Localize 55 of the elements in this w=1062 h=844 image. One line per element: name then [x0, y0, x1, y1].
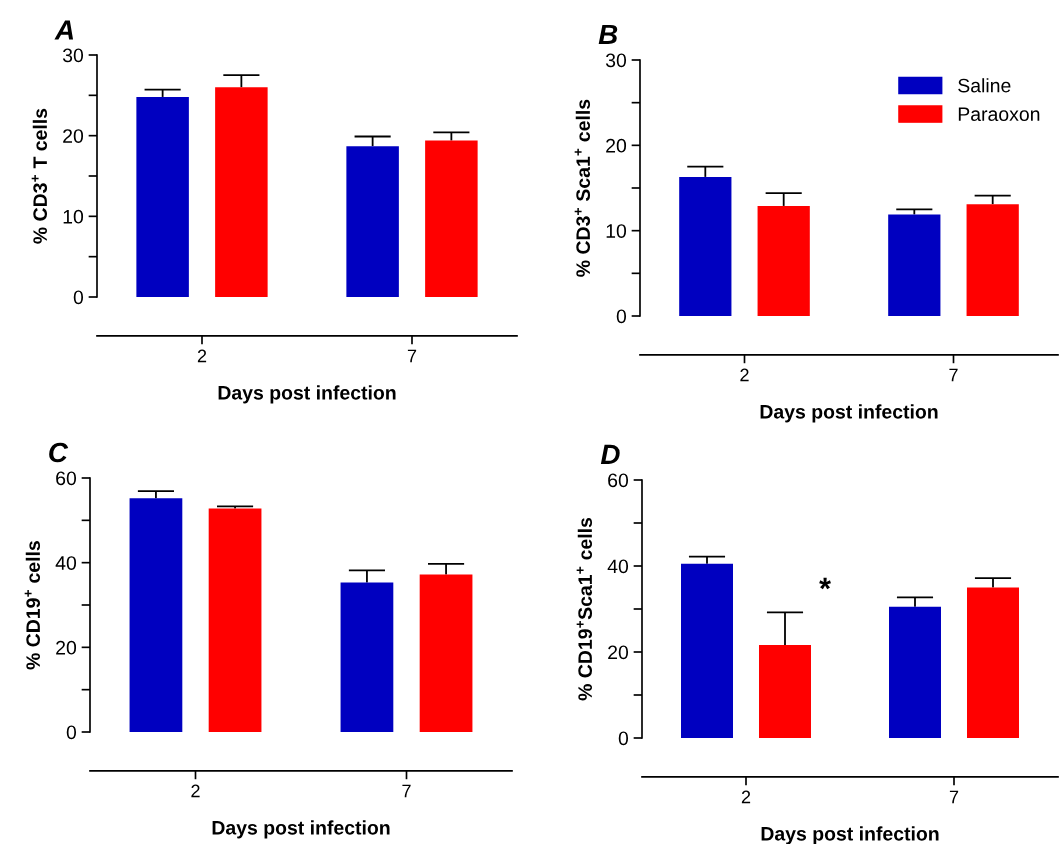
y-tick-label: 20 — [63, 129, 84, 143]
y-tick-label: 40 — [55, 556, 77, 570]
y-tick-label: 30 — [62, 48, 84, 63]
bar — [425, 140, 478, 297]
y-tick-label: 10 — [63, 209, 84, 224]
chart-title: A — [54, 20, 74, 40]
y-tick-label: 60 — [608, 473, 629, 488]
bar — [346, 146, 399, 297]
bar — [681, 563, 733, 738]
bar — [889, 606, 941, 738]
x-axis-title: Days post infection — [761, 826, 939, 844]
y-tick-label: 0 — [66, 725, 77, 740]
x-tick-label: 7 — [949, 790, 959, 804]
bar — [136, 96, 189, 297]
bar — [888, 214, 941, 316]
bar — [340, 582, 394, 732]
y-tick-label: 60 — [56, 471, 77, 486]
x-tick-label: 7 — [949, 368, 958, 382]
y-tick-label: 20 — [56, 640, 77, 655]
y-tick-label: 30 — [605, 53, 627, 68]
y-axis-title: % CD3$^{+}$ Sca1$^{+}$ cells — [574, 99, 591, 277]
y-axis-title: % CD19$^{+}$ cells — [24, 541, 41, 670]
x-tick-label: 2 — [741, 790, 751, 804]
y-tick-label: 0 — [73, 290, 84, 305]
x-tick-label: 2 — [740, 368, 749, 382]
y-tick-label: 10 — [606, 224, 627, 238]
bar — [679, 176, 732, 316]
y-axis-title: % CD19$^{+}$Sca1$^{+}$ cells — [576, 517, 593, 701]
bar — [208, 508, 262, 732]
y-tick-label: 0 — [618, 731, 629, 746]
bar — [967, 587, 1019, 738]
chart-title: C — [49, 442, 69, 463]
x-tick-label: 2 — [197, 349, 207, 363]
y-axis-title: % CD3$^{+}$ T cells — [31, 108, 48, 244]
chart-title: B — [598, 24, 618, 44]
x-tick-label: 7 — [407, 349, 417, 363]
bar — [759, 645, 811, 738]
x-axis-title: Days post infection — [212, 820, 390, 839]
x-tick-label: 2 — [191, 784, 200, 798]
bar — [419, 574, 473, 732]
x-axis-title: Days post infection — [760, 404, 938, 423]
x-axis-title: Days post infection — [218, 385, 396, 404]
y-tick-label: 20 — [606, 138, 627, 153]
bar — [215, 87, 268, 297]
chart-title: D — [600, 444, 620, 464]
bar — [966, 204, 1019, 316]
y-tick-label: 0 — [616, 309, 627, 324]
annotation: * — [819, 577, 831, 590]
y-tick-label: 40 — [607, 559, 629, 574]
bar — [129, 498, 183, 732]
legend-label: Paraoxon — [958, 107, 1040, 121]
y-tick-label: 20 — [608, 645, 629, 660]
bar — [757, 205, 810, 316]
x-tick-label: 7 — [402, 784, 411, 798]
legend-label: Saline — [958, 78, 1011, 93]
